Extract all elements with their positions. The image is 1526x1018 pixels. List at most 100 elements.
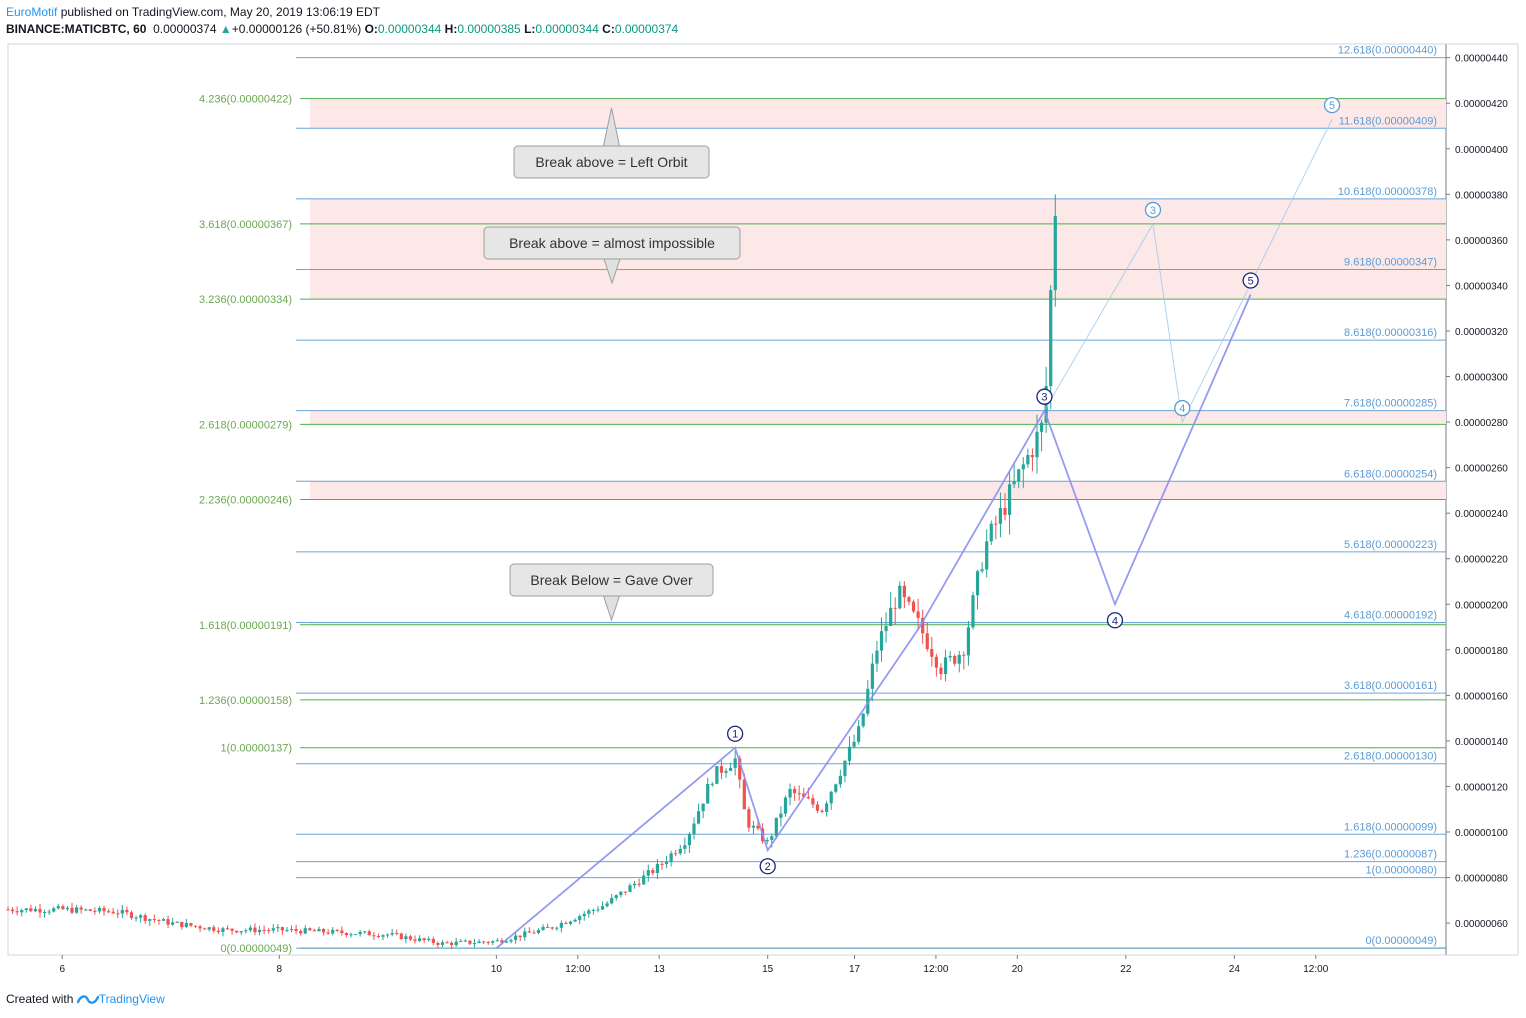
candle-body — [756, 825, 760, 829]
candle-body — [367, 931, 371, 936]
candle-body — [33, 909, 38, 912]
candle-body — [843, 760, 847, 776]
candle-body — [527, 931, 531, 933]
candle-body — [742, 779, 746, 810]
candle-body — [820, 810, 824, 812]
candle-body — [42, 912, 47, 914]
candle-body — [120, 909, 124, 914]
candle-body — [660, 863, 664, 865]
fib-label-blue: 1.236(0.00000087) — [1344, 849, 1437, 861]
candle-body — [1030, 454, 1035, 458]
candle-body — [230, 928, 234, 931]
candle-body — [221, 928, 225, 932]
fib-label-green: 2.618(0.00000279) — [199, 419, 292, 431]
candle-body — [1049, 290, 1053, 387]
candle-body — [157, 919, 161, 921]
candle-body — [308, 928, 312, 931]
candle-body — [482, 941, 486, 943]
callout-box — [513, 145, 710, 179]
candle-body — [715, 766, 719, 784]
candle-body — [852, 741, 856, 747]
candle-body — [175, 921, 179, 923]
y-tick-label: 0.00000320 — [1455, 327, 1508, 338]
candle-body — [385, 934, 390, 936]
candle-body — [980, 569, 984, 572]
candle-body — [1035, 431, 1039, 458]
candle-body — [61, 906, 65, 910]
price-chart[interactable]: 4.236(0.00000422) 3.618(0.00000367) 3.236(… — [0, 0, 1526, 990]
candle-body — [614, 895, 618, 899]
candle-body — [628, 885, 632, 892]
y-tick-label: 0.00000100 — [1455, 828, 1508, 839]
fib-label-blue: 6.618(0.00000254) — [1344, 468, 1437, 480]
candle-body — [459, 940, 463, 942]
candle-body — [664, 861, 669, 865]
author-link[interactable]: EuroMotif — [6, 5, 58, 19]
candle-body — [38, 909, 42, 913]
candle-body — [468, 940, 472, 944]
candle-body — [829, 791, 833, 804]
x-tick-label: 12:00 — [1303, 964, 1328, 975]
y-tick-label: 0.00000160 — [1455, 691, 1508, 702]
candle-body — [902, 585, 906, 598]
candle-body — [212, 927, 216, 931]
candle-body — [879, 631, 884, 651]
candle-body — [75, 907, 79, 913]
candle-body — [24, 908, 28, 911]
candle-body — [303, 928, 307, 934]
candle-body — [79, 907, 83, 910]
candle-body — [898, 585, 902, 609]
candle-body — [738, 758, 742, 780]
candle-body — [436, 943, 440, 945]
x-tick-label: 24 — [1229, 964, 1241, 975]
y-tick-label: 0.00000240 — [1455, 509, 1508, 520]
candle-body — [532, 932, 536, 934]
footer: Created with TradingView — [6, 992, 165, 1012]
candle-body — [893, 607, 897, 609]
fib-label-blue: 10.618(0.00000378) — [1338, 186, 1437, 198]
x-tick-label: 13 — [654, 964, 666, 975]
candle-body — [669, 853, 673, 862]
candle-body — [509, 939, 513, 942]
fib-label-blue: 4.618(0.00000192) — [1344, 609, 1437, 621]
candle-body — [578, 916, 582, 920]
candle-body — [102, 907, 106, 912]
y-tick-label: 0.00000440 — [1455, 54, 1508, 65]
candle-body — [971, 595, 975, 628]
candle-body — [321, 928, 326, 933]
candle-body — [948, 655, 952, 658]
candle-body — [600, 906, 605, 910]
candle-body — [408, 936, 413, 940]
candle-body — [811, 798, 815, 805]
symbol-label[interactable]: BINANCE:MATICBTC, 60 — [6, 22, 147, 36]
tradingview-brand[interactable]: TradingView — [98, 992, 165, 1006]
wave-label: 3 — [1150, 205, 1156, 217]
candle-body — [349, 934, 353, 936]
candle-body — [15, 911, 19, 913]
candle-body — [646, 870, 650, 876]
candle-body — [180, 921, 184, 928]
candle-body — [861, 713, 865, 727]
low-label: L: — [524, 22, 536, 36]
candle-body — [47, 911, 51, 913]
y-tick-label: 0.00000180 — [1455, 646, 1508, 657]
fib-label-green: 2.236(0.00000246) — [199, 495, 292, 507]
candle-body — [1012, 481, 1016, 485]
candle-body — [770, 836, 774, 840]
fib-label-green: 1.618(0.00000191) — [199, 620, 292, 632]
candle-body — [642, 875, 646, 885]
change-value: +0.00000126 (+50.81%) — [231, 22, 362, 36]
x-tick-label: 17 — [849, 964, 861, 975]
candle-body — [257, 929, 262, 933]
candle-body — [925, 633, 929, 650]
candle-body — [395, 933, 399, 935]
candle-body — [966, 627, 971, 656]
fib-label-green: 1.236(0.00000158) — [199, 695, 292, 707]
candle-body — [866, 688, 870, 714]
candle-body — [203, 928, 207, 930]
candle-body — [418, 938, 422, 941]
x-tick-label: 20 — [1012, 964, 1024, 975]
candle-body — [52, 908, 56, 912]
candle-body — [651, 870, 655, 873]
candle-body — [116, 913, 120, 915]
